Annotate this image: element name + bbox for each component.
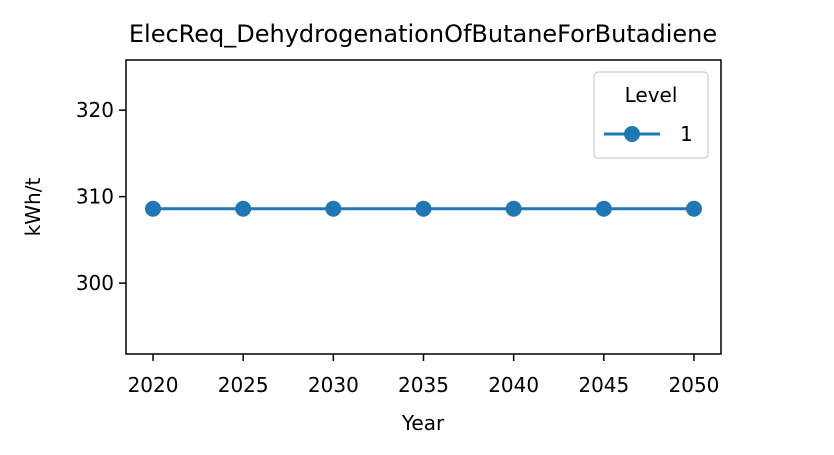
x-tick-label: 2040 (488, 373, 539, 397)
data-point (415, 200, 432, 217)
y-tick-label: 300 (76, 271, 114, 295)
data-point (145, 200, 162, 217)
legend-series-label: 1 (680, 122, 693, 146)
data-point (505, 200, 522, 217)
x-axis-title: Year (401, 411, 445, 435)
x-tick-label: 2050 (669, 373, 720, 397)
legend-box (593, 71, 709, 159)
x-tick-label: 2045 (578, 373, 629, 397)
data-point (685, 200, 702, 217)
chart-title: ElecReq_DehydrogenationOfButaneForButadi… (129, 20, 717, 48)
x-tick-label: 2030 (308, 373, 359, 397)
series-layer (145, 200, 702, 217)
data-point (325, 200, 342, 217)
x-axis: 2020 2025 2030 2035 2040 2045 2050 (128, 354, 720, 397)
data-point (235, 200, 252, 217)
y-tick-label: 310 (76, 185, 114, 209)
x-tick-label: 2025 (218, 373, 269, 397)
data-point (595, 200, 612, 217)
x-tick-label: 2035 (398, 373, 449, 397)
x-tick-label: 2020 (128, 373, 179, 397)
y-axis-title: kWh/t (21, 178, 45, 237)
y-tick-label: 320 (76, 98, 114, 122)
y-axis: 300 310 320 (76, 98, 126, 295)
legend: Level 1 (593, 71, 709, 159)
legend-title: Level (625, 83, 678, 107)
legend-marker-icon (624, 126, 640, 142)
